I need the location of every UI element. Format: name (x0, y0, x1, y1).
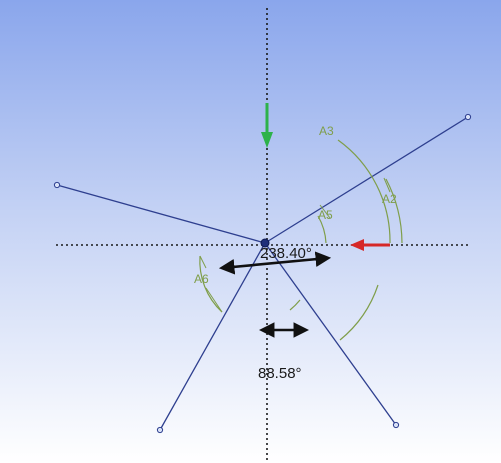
endpoint-lower-left[interactable] (156, 426, 164, 434)
angle-label-a3[interactable]: A3 (319, 124, 334, 138)
x-axis-arrow-icon (350, 239, 390, 251)
arc-lower-right (339, 284, 379, 341)
angle-label-a2[interactable]: A2 (382, 192, 397, 206)
dimension-value-top[interactable]: 238.40° (260, 245, 312, 262)
angle-dimension-arcs (199, 139, 403, 341)
dimension-arrow-top (218, 251, 332, 275)
origin-point[interactable] (260, 238, 270, 248)
endpoint-left[interactable] (53, 181, 61, 189)
angle-label-a5[interactable]: A5 (318, 208, 333, 222)
angle-leader-lines (199, 177, 391, 313)
sketch-line-upper-right[interactable] (264, 116, 469, 244)
arc-a2 (385, 178, 403, 244)
angle-label-a6[interactable]: A6 (194, 272, 209, 286)
arc-a3 (337, 139, 391, 244)
arc-lower-inner (289, 299, 301, 311)
dimension-value-bottom[interactable]: 88.58° (258, 365, 302, 382)
endpoint-upper-right[interactable] (464, 113, 472, 121)
y-axis-arrow-icon (261, 103, 273, 148)
arc-a5 (317, 215, 327, 244)
arc-a6 (199, 255, 223, 313)
sketch-line-left[interactable] (56, 184, 266, 244)
endpoint-lower-right[interactable] (392, 421, 400, 429)
